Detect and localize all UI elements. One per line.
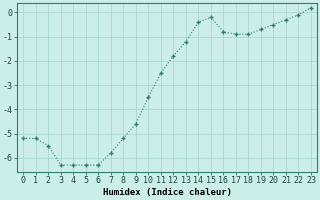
X-axis label: Humidex (Indice chaleur): Humidex (Indice chaleur) <box>103 188 232 197</box>
